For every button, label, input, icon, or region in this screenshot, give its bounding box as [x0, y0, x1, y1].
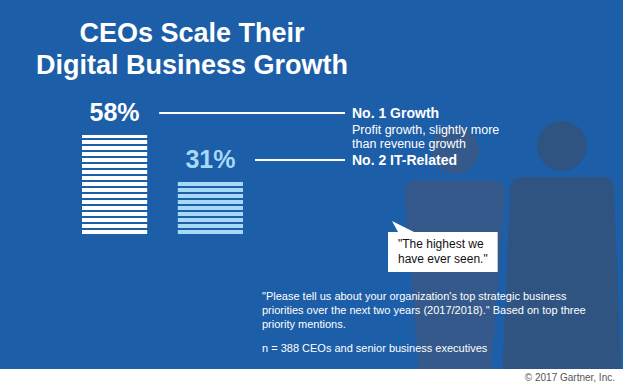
chart-root: CEOs Scale TheirDigital Business Growth 5…	[0, 0, 623, 386]
bar	[82, 135, 147, 236]
category-note: Profit growth, slightly morethan revenue…	[352, 123, 499, 151]
silhouette-body	[405, 180, 505, 386]
category-note-line: Profit growth, slightly more	[352, 123, 499, 137]
bar	[178, 182, 243, 236]
copyright: © 2017 Gartner, Inc.	[525, 372, 615, 383]
bars	[82, 135, 243, 236]
silhouette-head	[537, 121, 587, 171]
callout-box	[388, 221, 498, 272]
chart-title-line: CEOs Scale Their	[79, 18, 305, 48]
silhouette-body	[502, 177, 622, 386]
question-note-line: priority mentions.	[262, 318, 346, 330]
question-note-line: priorities over the next two years (2017…	[262, 304, 586, 316]
question-note: "Please tell us about your organization'…	[262, 290, 586, 330]
chart-title-line: Digital Business Growth	[36, 50, 348, 80]
footer	[0, 369, 623, 386]
chart-title: CEOs Scale TheirDigital Business Growth	[36, 18, 348, 80]
category-label: No. 1 Growth	[352, 105, 439, 121]
callout-text: "The highest wehave ever seen."	[398, 237, 488, 266]
category-note-line: than revenue growth	[352, 137, 466, 151]
callout-text-line: "The highest we	[398, 237, 484, 251]
callout-text-line: have ever seen."	[398, 252, 488, 266]
data-label: 31%	[185, 145, 235, 173]
category-label: No. 2 IT-Related	[352, 152, 457, 168]
callout: "The highest wehave ever seen."	[388, 221, 498, 272]
question-note-line: "Please tell us about your organization'…	[262, 290, 567, 302]
labels: 58% No. 1 Growth Profit growth, slightly m…	[90, 98, 500, 173]
background	[0, 0, 623, 386]
leader-line	[255, 159, 345, 161]
data-label: 58%	[90, 98, 140, 126]
leader-line	[159, 112, 345, 114]
sample-note: n = 388 CEOs and senior business executi…	[262, 342, 488, 354]
